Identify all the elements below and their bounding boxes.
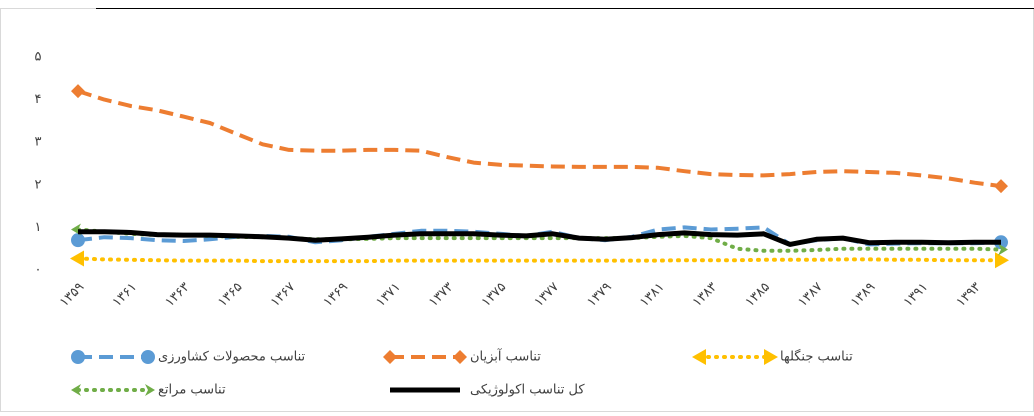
x-tick-label: ۱۳۸۵ — [743, 280, 773, 310]
x-tick-label: ۱۳۸۹ — [848, 280, 878, 310]
x-tick-label: ۱۳۶۵ — [215, 280, 245, 310]
x-tick-label: ۱۳۶۱ — [110, 280, 140, 310]
y-tick-label: ۳ — [35, 135, 42, 150]
marker — [453, 350, 467, 364]
legend-label: تناسب محصولات کشاورزی — [158, 350, 306, 365]
legend-label: کل تناسب اکولوژیکی — [470, 383, 585, 398]
y-tick-label: ۲ — [35, 177, 42, 192]
x-tick-label: ۱۳۶۷ — [268, 280, 298, 310]
x-tick-label: ۱۳۷۳ — [426, 280, 456, 310]
y-tick-label: ۵ — [35, 50, 42, 65]
marker — [764, 349, 778, 365]
marker — [71, 233, 85, 248]
marker — [383, 350, 397, 364]
marker — [71, 84, 85, 99]
x-tick-label: ۱۳۷۷ — [532, 280, 562, 310]
x-tick-label: ۱۳۷۵ — [479, 280, 509, 310]
x-tick-label: ۱۳۶۳ — [162, 280, 192, 310]
y-tick-label: ۴ — [35, 92, 42, 107]
y-tick-label: ۱ — [35, 220, 42, 235]
marker — [141, 350, 155, 364]
marker — [995, 252, 1009, 269]
x-tick-label: ۱۳۵۹ — [57, 280, 87, 310]
legend-label: تناسب مراتع — [158, 383, 226, 398]
x-tick-label: ۱۳۸۱ — [637, 280, 667, 310]
marker — [994, 179, 1008, 194]
series-line — [78, 229, 1001, 247]
series-line — [77, 89, 1002, 189]
marker — [70, 250, 84, 267]
x-tick-label: ۱۳۹۳ — [954, 280, 984, 310]
x-tick-label: ۱۳۹۱ — [901, 280, 931, 310]
series-line — [76, 256, 1003, 264]
x-tick-label: ۱۳۸۷ — [795, 280, 825, 310]
legend-label: تناسب آبزیان — [470, 348, 541, 365]
marker — [692, 349, 706, 365]
y-tick-label: ۰ — [35, 263, 42, 278]
legend-label: تناسب جنگلها — [780, 349, 853, 365]
x-tick-label: ۱۳۶۹ — [321, 280, 351, 310]
marker — [71, 350, 85, 364]
marker — [998, 243, 1008, 256]
x-tick-label: ۱۳۸۳ — [690, 280, 720, 310]
x-tick-label: ۱۳۷۹ — [584, 280, 614, 310]
marker — [145, 384, 155, 396]
marker — [71, 384, 81, 396]
x-tick-label: ۱۳۷۱ — [373, 280, 403, 310]
